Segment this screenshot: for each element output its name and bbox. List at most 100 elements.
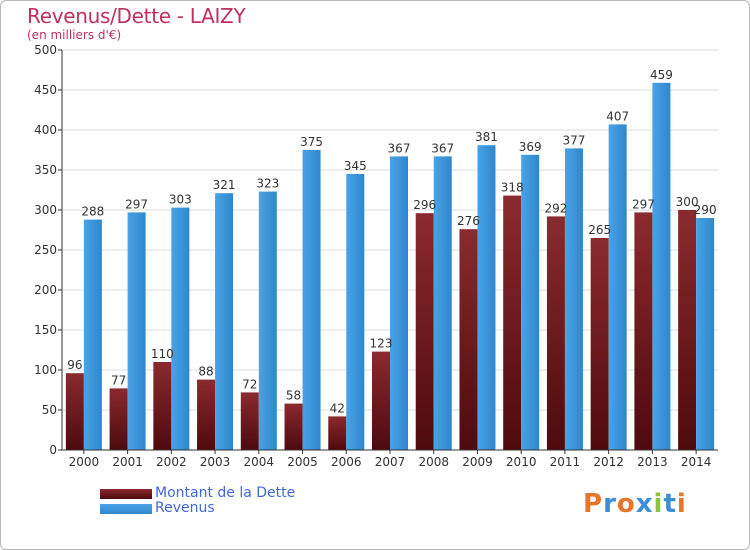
bar-debt-2008 — [415, 213, 434, 450]
bar-revenue-2002 — [171, 207, 190, 450]
data-label-debt: 88 — [198, 365, 213, 379]
bar-debt-2001 — [109, 388, 128, 450]
x-tick-label: 2003 — [200, 455, 231, 469]
bar-revenue-2005 — [302, 150, 321, 450]
logo-letter: r — [603, 489, 617, 519]
y-tick-label: 300 — [34, 203, 57, 217]
logo-letter: t — [663, 489, 677, 519]
x-tick-label: 2012 — [593, 455, 624, 469]
bar-revenue-2014 — [696, 218, 715, 450]
bar-debt-2005 — [284, 403, 303, 450]
chart-subtitle: (en milliers d'€) — [27, 28, 122, 42]
bar-revenue-2004 — [258, 191, 277, 450]
y-tick-label: 100 — [34, 363, 57, 377]
data-label-revenue: 290 — [694, 203, 717, 217]
y-tick-label: 400 — [34, 123, 57, 137]
data-label-revenue: 323 — [256, 177, 279, 191]
bar-debt-2000 — [65, 373, 84, 450]
x-tick-label: 2006 — [331, 455, 362, 469]
y-tick-label: 50 — [42, 403, 57, 417]
bar-debt-2012 — [590, 238, 609, 450]
data-label-revenue: 288 — [81, 205, 104, 219]
data-label-debt: 276 — [457, 214, 480, 228]
data-label-debt: 292 — [544, 201, 567, 215]
bar-debt-2010 — [503, 195, 522, 450]
x-tick-label: 2007 — [375, 455, 406, 469]
x-tick-label: 2014 — [681, 455, 712, 469]
data-label-revenue: 407 — [606, 109, 629, 123]
bar-debt-2003 — [197, 379, 216, 450]
x-tick-label: 2001 — [112, 455, 143, 469]
bar-debt-2009 — [459, 229, 478, 450]
y-tick-label: 450 — [34, 83, 57, 97]
bar-chart: 0 50 100 150 200 250 300 350 400 450 500 2000 2001 20… — [34, 43, 718, 469]
bar-revenue-2001 — [127, 212, 146, 450]
data-label-debt: 42 — [330, 401, 345, 415]
x-tick-label: 2011 — [550, 455, 581, 469]
data-label-debt: 297 — [632, 197, 655, 211]
data-label-revenue: 369 — [519, 140, 542, 154]
logo-letter: o — [616, 489, 636, 519]
logo-letter: x — [635, 489, 654, 519]
legend-item-debt: Montant de la Dette — [100, 485, 360, 502]
data-label-revenue: 321 — [213, 178, 236, 192]
data-label-revenue: 297 — [125, 197, 148, 211]
data-label-revenue: 303 — [169, 193, 192, 207]
logo-letter: i — [653, 489, 664, 519]
y-tick-label: 150 — [34, 323, 57, 337]
data-label-revenue: 381 — [475, 130, 498, 144]
data-label-debt: 58 — [286, 389, 301, 403]
bar-debt-2002 — [153, 362, 172, 450]
data-label-debt: 296 — [413, 198, 436, 212]
bar-debt-2014 — [678, 210, 697, 450]
legend-item-revenue: Revenus — [100, 500, 360, 517]
data-label-revenue: 345 — [344, 159, 367, 173]
bar-revenue-2010 — [521, 154, 540, 451]
y-tick-label: 200 — [34, 283, 57, 297]
legend-swatch-revenue — [100, 504, 152, 514]
data-label-debt: 265 — [588, 223, 611, 237]
bar-debt-2004 — [240, 392, 259, 450]
bar-debt-2006 — [328, 416, 347, 450]
logo-letter: P — [583, 489, 604, 519]
data-label-revenue: 367 — [388, 141, 411, 155]
data-label-debt: 318 — [501, 181, 524, 195]
bar-revenue-2012 — [608, 124, 627, 451]
bar-revenue-2013 — [652, 82, 671, 451]
proxiti-logo: Proxiti — [583, 489, 687, 519]
x-tick-label: 2000 — [69, 455, 100, 469]
bar-revenue-2007 — [390, 156, 408, 450]
bar-revenue-2006 — [346, 174, 365, 450]
bar-revenue-2003 — [215, 193, 234, 450]
legend-label-debt: Montant de la Dette — [155, 485, 296, 501]
legend-label-revenue: Revenus — [155, 500, 215, 516]
x-tick-label: 2002 — [156, 455, 187, 469]
y-tick-label: 250 — [34, 243, 57, 257]
y-tick-label: 0 — [49, 443, 57, 457]
bar-debt-2013 — [634, 212, 653, 450]
x-tick-label: 2008 — [418, 455, 449, 469]
y-tick-label: 500 — [34, 43, 57, 57]
bar-revenue-2011 — [564, 148, 583, 450]
bar-debt-2007 — [372, 351, 390, 450]
data-label-debt: 72 — [242, 377, 257, 391]
data-label-debt: 96 — [67, 358, 82, 372]
legend-swatch-debt — [100, 489, 152, 499]
logo-letter: i — [676, 489, 687, 519]
x-tick-label: 2004 — [244, 455, 275, 469]
bar-revenue-2009 — [477, 145, 496, 450]
x-tick-label: 2013 — [637, 455, 668, 469]
data-label-debt: 77 — [111, 373, 126, 387]
chart-title: Revenus/Dette - LAIZY — [27, 4, 246, 28]
data-label-debt: 123 — [370, 337, 393, 351]
x-tick-label: 2005 — [287, 455, 318, 469]
bar-revenue-2008 — [433, 156, 452, 450]
data-label-revenue: 459 — [650, 68, 673, 82]
x-tick-label: 2010 — [506, 455, 537, 469]
bar-revenue-2000 — [83, 219, 102, 450]
x-tick-label: 2009 — [462, 455, 493, 469]
data-label-revenue: 377 — [562, 133, 585, 147]
y-tick-label: 350 — [34, 163, 57, 177]
data-label-revenue: 367 — [431, 141, 454, 155]
data-label-debt: 300 — [676, 195, 699, 209]
